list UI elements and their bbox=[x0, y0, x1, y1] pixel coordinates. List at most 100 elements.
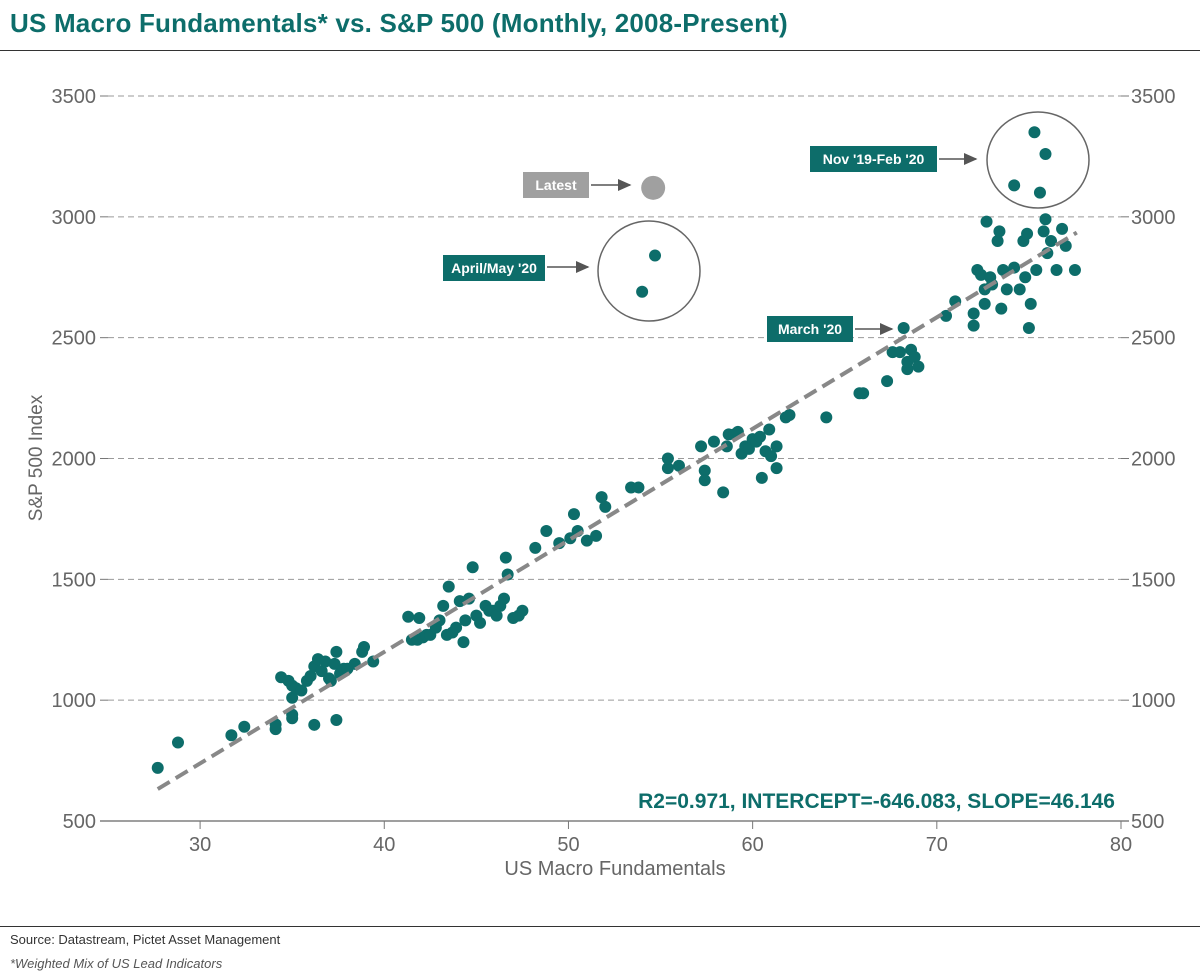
data-point bbox=[993, 225, 1006, 238]
data-point bbox=[857, 387, 870, 400]
x-tick-label: 40 bbox=[373, 834, 395, 856]
data-point bbox=[980, 215, 993, 228]
title-rule bbox=[0, 50, 1200, 51]
data-point bbox=[1045, 235, 1058, 247]
data-point bbox=[1033, 186, 1046, 199]
y-tick-label: 2000 bbox=[52, 449, 97, 471]
data-point bbox=[529, 541, 542, 554]
x-tick-label: 70 bbox=[926, 834, 948, 856]
data-point bbox=[636, 285, 649, 298]
data-point bbox=[437, 599, 450, 612]
y-tick-label: 1500 bbox=[1131, 569, 1176, 591]
y-tick-label: 1000 bbox=[52, 690, 97, 712]
data-point bbox=[707, 435, 720, 448]
data-point bbox=[912, 360, 925, 373]
annotation-box bbox=[443, 255, 545, 281]
y-tick-label: 3500 bbox=[52, 86, 97, 108]
data-point bbox=[695, 440, 708, 453]
data-point bbox=[151, 761, 164, 774]
data-point bbox=[490, 609, 503, 622]
y-tick-label: 500 bbox=[1131, 811, 1164, 833]
data-point bbox=[1024, 297, 1037, 310]
footnote: *Weighted Mix of US Lead Indicators bbox=[10, 956, 223, 971]
data-point bbox=[632, 481, 645, 494]
data-point bbox=[590, 529, 603, 542]
data-point bbox=[1008, 179, 1021, 192]
data-point bbox=[328, 657, 341, 670]
data-point bbox=[315, 665, 328, 678]
data-point bbox=[413, 612, 426, 624]
data-points bbox=[151, 126, 1081, 774]
regression-stats: R2=0.971, INTERCEPT=-646.083, SLOPE=46.1… bbox=[638, 790, 1115, 813]
latest-point bbox=[641, 175, 666, 200]
y-axis-label: S&P 500 Index bbox=[26, 394, 47, 521]
data-point bbox=[295, 684, 308, 697]
grid-lines bbox=[100, 95, 1129, 822]
data-point bbox=[442, 580, 455, 593]
data-point bbox=[908, 351, 921, 363]
y-ticks-right: 500 1000 1500 2000 2500 3000 3500 bbox=[1131, 86, 1176, 833]
data-point bbox=[474, 616, 487, 629]
latest-label: Latest bbox=[535, 177, 577, 193]
data-point bbox=[1050, 264, 1063, 276]
data-point bbox=[402, 610, 415, 623]
data-point bbox=[567, 508, 580, 521]
data-point bbox=[516, 604, 529, 617]
y-tick-label: 1500 bbox=[52, 569, 97, 591]
y-tick-label: 2000 bbox=[1131, 449, 1176, 471]
data-point bbox=[770, 462, 783, 475]
x-tick-label: 30 bbox=[189, 834, 211, 856]
annotation-label: Nov '19-Feb '20 bbox=[823, 151, 925, 167]
trendline-group bbox=[156, 230, 1078, 791]
data-point bbox=[466, 561, 479, 574]
data-point bbox=[783, 409, 796, 421]
data-point bbox=[717, 486, 730, 499]
y-ticks-left: 500 1000 1500 2000 2500 3000 3500 bbox=[52, 86, 97, 833]
data-point bbox=[225, 729, 238, 742]
data-point bbox=[450, 621, 463, 634]
data-point bbox=[457, 636, 470, 649]
highlight-circle bbox=[597, 220, 701, 322]
data-point bbox=[672, 459, 685, 472]
data-point bbox=[893, 346, 906, 359]
data-point bbox=[649, 249, 662, 262]
data-point bbox=[1056, 222, 1069, 235]
y-tick-label: 3500 bbox=[1131, 86, 1176, 108]
highlight-circle bbox=[986, 111, 1090, 209]
x-tick-label: 80 bbox=[1110, 834, 1132, 856]
data-point bbox=[1021, 227, 1034, 240]
data-point bbox=[978, 297, 991, 310]
data-point bbox=[820, 411, 833, 424]
data-point bbox=[330, 645, 343, 658]
data-point bbox=[540, 525, 553, 537]
data-point bbox=[661, 452, 674, 465]
x-tick-label: 60 bbox=[742, 834, 764, 856]
data-point bbox=[499, 551, 512, 564]
data-point bbox=[599, 500, 612, 513]
data-point bbox=[755, 471, 768, 484]
data-point bbox=[319, 655, 332, 668]
data-point bbox=[304, 670, 317, 682]
data-point bbox=[881, 375, 894, 388]
x-ticks: 30 40 50 60 70 80 bbox=[189, 821, 1132, 856]
data-point bbox=[995, 302, 1008, 315]
data-point bbox=[1039, 213, 1052, 226]
data-point bbox=[308, 718, 321, 731]
data-point bbox=[754, 430, 767, 443]
data-point bbox=[698, 464, 711, 477]
y-tick-label: 3000 bbox=[1131, 207, 1176, 229]
data-point bbox=[1019, 271, 1032, 284]
y-tick-label: 3000 bbox=[52, 207, 97, 229]
data-point bbox=[763, 423, 776, 436]
data-point bbox=[1037, 225, 1050, 238]
data-point bbox=[238, 720, 251, 733]
annotation-box bbox=[810, 146, 937, 172]
y-tick-label: 1000 bbox=[1131, 690, 1176, 712]
data-point bbox=[765, 450, 778, 463]
data-point bbox=[459, 614, 472, 627]
data-point bbox=[1000, 283, 1013, 296]
data-point bbox=[171, 736, 184, 749]
data-point bbox=[897, 322, 910, 334]
data-point bbox=[1039, 148, 1052, 160]
